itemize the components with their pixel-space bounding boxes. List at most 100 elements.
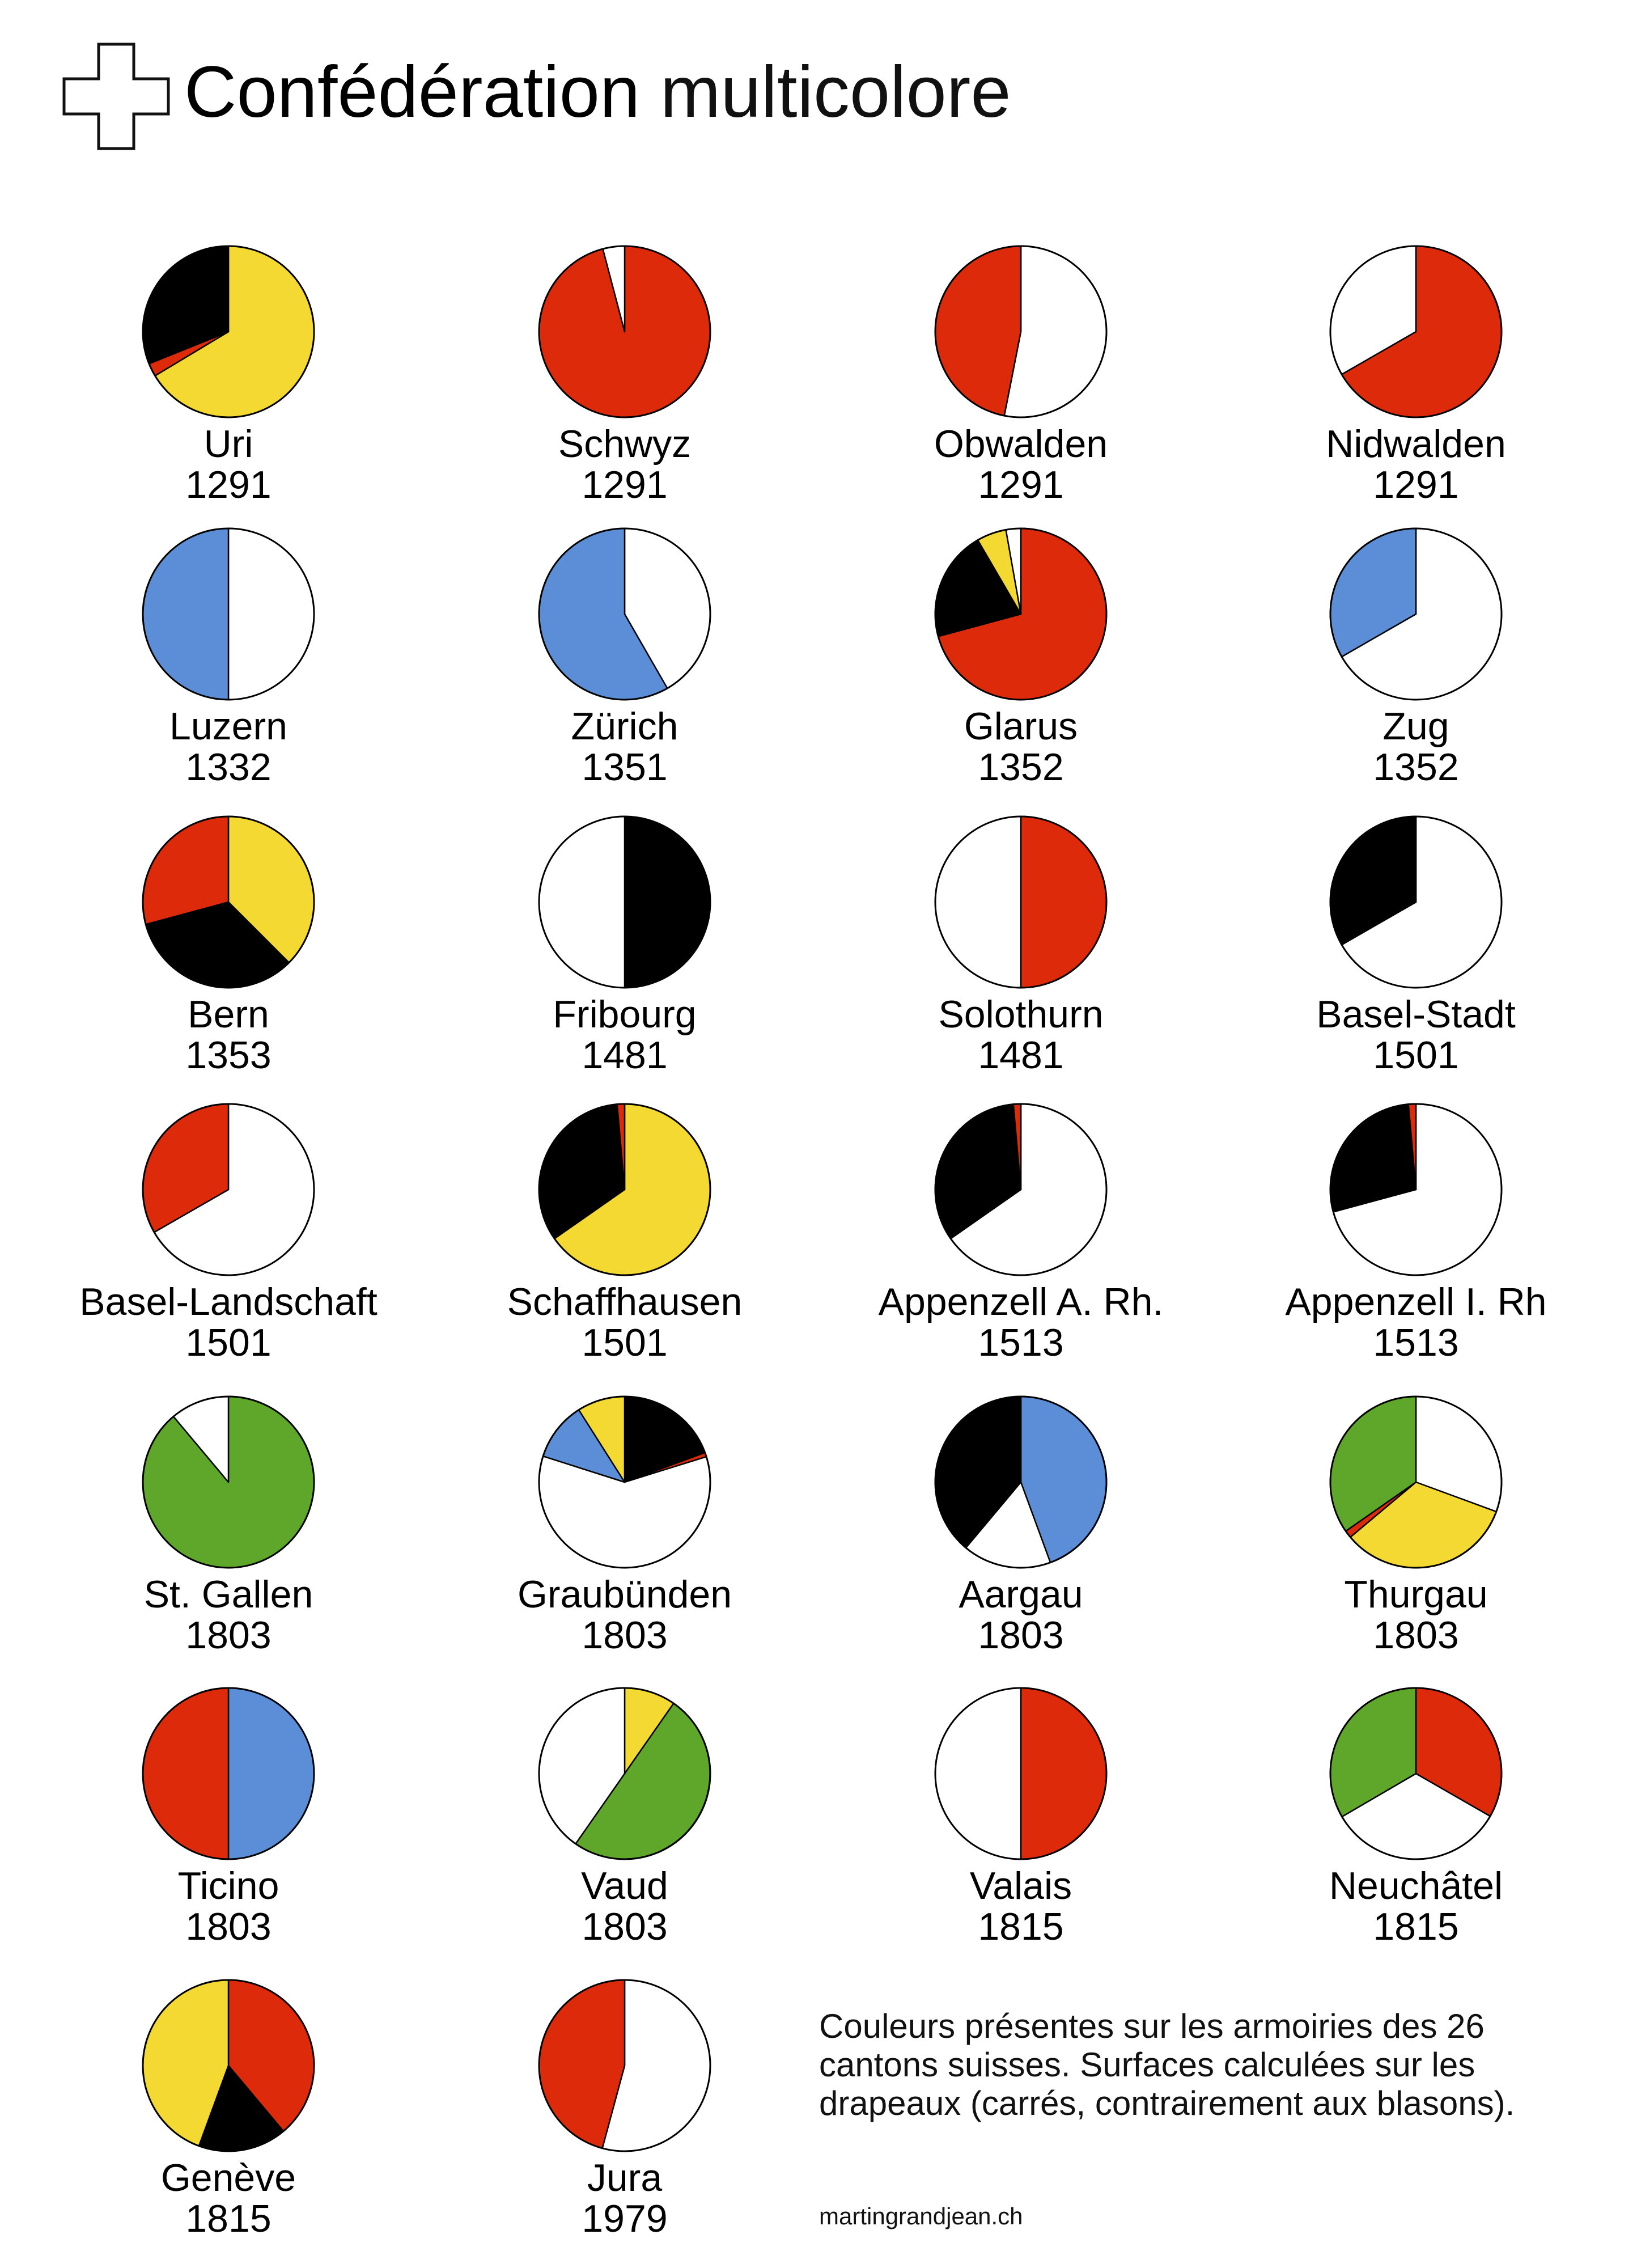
pie-outline <box>1329 245 1503 418</box>
pie-chart <box>934 1687 1108 1860</box>
canton-15: Appenzell A. Rh. 1513 <box>839 1102 1202 1363</box>
pie-outline <box>538 1395 711 1569</box>
canton-year: 1291 <box>185 463 272 506</box>
canton-year: 1815 <box>1373 1905 1459 1948</box>
pie-chart <box>538 527 711 701</box>
canton-year: 1501 <box>582 1321 668 1364</box>
canton-name: St. Gallen <box>143 1573 313 1616</box>
canton-name: Valais <box>969 1864 1072 1907</box>
canton-year: 1291 <box>582 463 668 506</box>
canton-19: Aargau 1803 <box>839 1394 1202 1655</box>
pie-slice-red <box>1020 815 1108 989</box>
page-title: Confédération multicolore <box>184 50 1011 135</box>
pie-outline <box>1329 1687 1503 1860</box>
canton-year: 1351 <box>582 746 668 789</box>
canton-name: Basel-Landschaft <box>79 1280 378 1323</box>
canton-year: 1513 <box>1373 1321 1459 1364</box>
canton-year: 1352 <box>978 746 1064 789</box>
pie-outline <box>142 815 315 989</box>
canton-name: Basel-Stadt <box>1316 993 1516 1036</box>
pie-outline <box>538 527 711 701</box>
canton-13: Basel-Landschaft 1501 <box>47 1102 410 1363</box>
pie-chart <box>538 1687 711 1860</box>
pie-slice-red <box>934 245 1022 417</box>
canton-name: Glarus <box>964 705 1078 748</box>
pie-chart <box>1329 815 1503 989</box>
canton-name: Obwalden <box>934 422 1108 466</box>
page-title-light: multicolore <box>660 52 1011 133</box>
pie-outline <box>538 1979 711 2152</box>
pie-chart <box>934 527 1108 701</box>
canton-2: Schwyz 1291 <box>443 244 806 505</box>
pie-chart <box>142 527 315 701</box>
pie-outline <box>142 245 315 418</box>
canton-year: 1481 <box>978 1034 1064 1077</box>
pie-slice-white <box>227 527 315 701</box>
canton-11: Solothurn 1481 <box>839 814 1202 1075</box>
canton-6: Zürich 1351 <box>443 526 806 787</box>
pie-outline <box>1329 815 1503 989</box>
canton-year: 1352 <box>1373 746 1459 789</box>
canton-16: Appenzell I. Rh 1513 <box>1235 1102 1597 1363</box>
canton-year: 1803 <box>185 1905 272 1948</box>
pie-outline <box>1329 1103 1503 1276</box>
pie-outline <box>142 527 315 701</box>
canton-year: 1291 <box>978 463 1064 506</box>
canton-year: 1353 <box>185 1034 272 1077</box>
canton-name: Zürich <box>571 705 678 748</box>
pie-outline <box>142 1395 315 1569</box>
pie-outline <box>538 1103 711 1276</box>
pie-chart <box>538 1395 711 1569</box>
canton-year: 1332 <box>185 746 272 789</box>
pie-outline <box>934 245 1108 418</box>
canton-name: Schwyz <box>558 422 692 466</box>
canton-year: 1815 <box>978 1905 1064 1948</box>
canton-name: Aargau <box>959 1573 1083 1616</box>
canton-21: Ticino 1803 <box>47 1686 410 1947</box>
pie-outline <box>142 1979 315 2152</box>
page-title-bold: Confédération <box>184 52 641 133</box>
note-text: Couleurs présentes sur les armoiries des… <box>819 2007 1515 2122</box>
canton-name: Appenzell I. Rh <box>1285 1280 1547 1323</box>
pie-chart <box>142 1687 315 1860</box>
canton-year: 1979 <box>582 2197 668 2240</box>
pie-chart <box>934 815 1108 989</box>
swiss-cross-icon <box>62 43 170 150</box>
pie-outline <box>1329 527 1503 701</box>
canton-9: Bern 1353 <box>47 814 410 1075</box>
canton-14: Schaffhausen 1501 <box>443 1102 806 1363</box>
pie-chart <box>142 1395 315 1569</box>
canton-name: Uri <box>203 422 253 466</box>
pie-chart <box>934 245 1108 418</box>
pie-chart <box>1329 1395 1503 1569</box>
pie-chart <box>1329 245 1503 418</box>
pie-chart <box>538 1103 711 1276</box>
canton-name: Ticino <box>177 1864 279 1907</box>
canton-year: 1501 <box>1373 1034 1459 1077</box>
canton-18: Graubünden 1803 <box>443 1394 806 1655</box>
canton-name: Bern <box>188 993 269 1036</box>
credit-text: martingrandjean.ch <box>819 2203 1023 2229</box>
pie-chart <box>1329 1103 1503 1276</box>
pie-outline <box>934 815 1108 989</box>
canton-20: Thurgau 1803 <box>1235 1394 1597 1655</box>
canton-4: Nidwalden 1291 <box>1235 244 1597 505</box>
pie-slice-blue <box>227 1687 315 1860</box>
pie-outline <box>538 1687 711 1860</box>
canton-name: Fribourg <box>553 993 697 1036</box>
canton-24: Neuchâtel 1815 <box>1235 1686 1597 1947</box>
canton-year: 1513 <box>978 1321 1064 1364</box>
pie-slice-white <box>934 815 1022 989</box>
pie-slice-blue <box>142 527 230 701</box>
canton-year: 1803 <box>582 1614 668 1657</box>
pie-chart <box>538 245 711 418</box>
pie-outline <box>934 1395 1108 1569</box>
pie-outline <box>1329 1395 1503 1569</box>
canton-name: Luzern <box>169 705 287 748</box>
canton-17: St. Gallen 1803 <box>47 1394 410 1655</box>
pie-chart <box>1329 1687 1503 1860</box>
pie-outline <box>142 1687 315 1860</box>
canton-5: Luzern 1332 <box>47 526 410 787</box>
pie-chart <box>142 1103 315 1276</box>
